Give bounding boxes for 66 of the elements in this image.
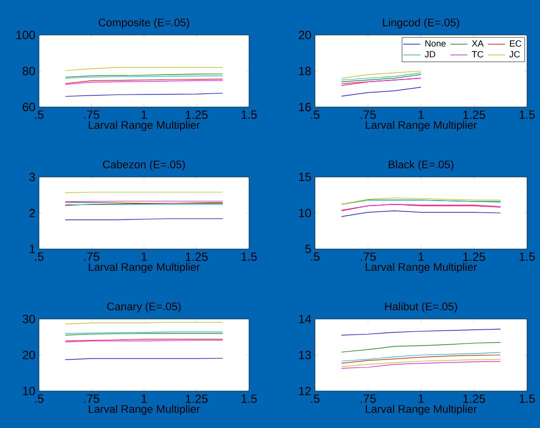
x-axis-title: Larval Range Multiplier <box>88 120 200 132</box>
y-tick-label: 10 <box>23 386 36 396</box>
x-tick-label: 1.5 <box>520 110 535 119</box>
legend-label: JD <box>424 51 436 58</box>
x-axis-title: Larval Range Multiplier <box>366 404 477 416</box>
y-tick-label: 10 <box>299 208 312 218</box>
legend-label: None <box>425 40 446 47</box>
x-tick-label: .5 <box>35 394 44 403</box>
x-tick-label: 1.25 <box>463 252 486 261</box>
x-tick-label: .5 <box>311 110 320 119</box>
y-tick-label: 80 <box>22 66 36 76</box>
x-tick-label: 1.5 <box>242 394 257 403</box>
x-tick-label: 1.5 <box>242 252 257 261</box>
x-tick-label: .75 <box>84 252 100 261</box>
x-tick-label: 1 <box>418 110 424 119</box>
x-tick-label: .75 <box>360 252 376 261</box>
y-tick-label: 2 <box>29 208 35 218</box>
y-tick-label: 14 <box>299 314 312 324</box>
x-axis-title: Larval Range Multiplier <box>88 262 200 274</box>
y-tick-label: 1 <box>30 244 35 254</box>
x-axis-title: Larval Range Multiplier <box>366 262 477 274</box>
chart-title: Canary (E=.05) <box>107 302 181 312</box>
y-tick-label: 18 <box>299 66 311 76</box>
x-tick-label: .5 <box>35 252 44 261</box>
x-tick-label: 1.25 <box>186 394 208 403</box>
x-tick-label: .75 <box>360 110 376 119</box>
legend-label: TC <box>472 51 484 58</box>
y-tick-label: 20 <box>298 30 312 40</box>
x-tick-label: 1 <box>142 252 147 261</box>
x-tick-label: 1.5 <box>242 110 257 119</box>
chart-title: Black (E=.05) <box>388 160 454 170</box>
x-tick-label: .75 <box>360 394 376 403</box>
y-tick-label: 20 <box>22 350 36 360</box>
x-tick-label: 1.5 <box>520 252 535 261</box>
y-tick-label: 3 <box>29 172 35 182</box>
legend-label: EC <box>510 40 522 47</box>
x-tick-label: 1.25 <box>186 110 208 119</box>
x-tick-label: 1.25 <box>463 394 486 403</box>
x-tick-label: .5 <box>311 394 320 403</box>
y-tick-label: 16 <box>299 102 311 112</box>
chart-title: Composite (E=.05) <box>98 18 190 28</box>
y-tick-label: 12 <box>299 386 311 396</box>
legend-label: JC <box>509 51 520 58</box>
x-axis-title: Larval Range Multiplier <box>366 120 477 132</box>
x-tick-label: 1.25 <box>463 110 486 119</box>
y-tick-label: 30 <box>22 314 36 324</box>
y-tick-label: 15 <box>299 172 311 182</box>
x-tick-label: 1.25 <box>186 252 208 261</box>
y-tick-label: 60 <box>22 102 36 112</box>
x-tick-label: .75 <box>84 394 100 403</box>
legend-label: XA <box>472 40 484 47</box>
chart-title: Lingcod (E=.05) <box>383 18 460 28</box>
x-tick-label: .75 <box>84 110 100 119</box>
x-tick-label: .5 <box>311 252 320 261</box>
x-tick-label: 1 <box>142 394 147 403</box>
x-tick-label: 1 <box>142 110 147 119</box>
chart-title: Cabezon (E=.05) <box>102 160 185 170</box>
chart-title: Halibut (E=.05) <box>385 302 458 312</box>
x-tick-label: 1.5 <box>520 394 535 403</box>
y-tick-label: 100 <box>16 30 36 40</box>
y-tick-label: 5 <box>305 244 311 254</box>
x-tick-label: 1 <box>418 394 424 403</box>
x-axis-title: Larval Range Multiplier <box>88 404 200 416</box>
x-tick-label: .5 <box>35 110 44 119</box>
x-tick-label: 1 <box>418 252 424 261</box>
y-tick-label: 13 <box>299 350 311 360</box>
